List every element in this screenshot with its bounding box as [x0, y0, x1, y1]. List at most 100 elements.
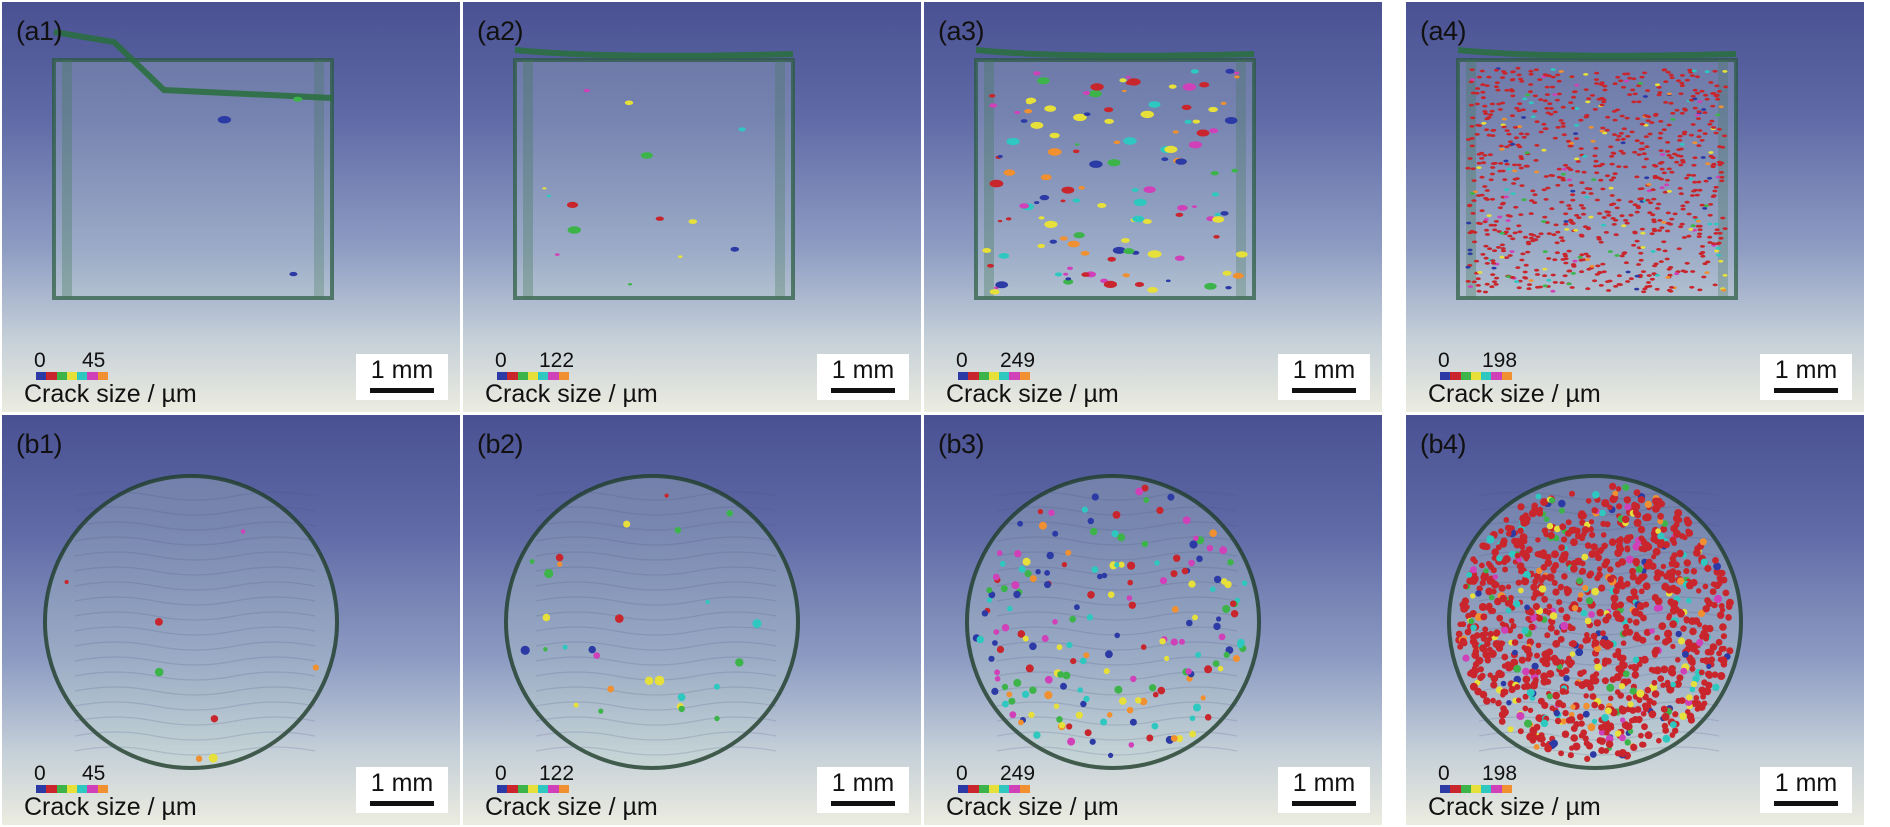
crack [1509, 550, 1516, 558]
colorbar-strip [36, 785, 108, 793]
crack [664, 493, 669, 498]
crack [1558, 70, 1564, 73]
crack [1501, 125, 1507, 129]
crack [1654, 273, 1660, 277]
crack [1717, 145, 1723, 149]
crack [1644, 686, 1652, 694]
crack [1692, 88, 1698, 92]
crack [1682, 108, 1689, 112]
crack [1633, 489, 1641, 496]
colorbar-min: 0 [956, 762, 968, 785]
crack [1581, 526, 1590, 534]
crack [1188, 580, 1196, 588]
crack [1519, 157, 1525, 161]
crack [1569, 640, 1577, 648]
crack [1494, 597, 1502, 606]
crack [1623, 261, 1629, 265]
crack [1505, 214, 1511, 217]
crack [1091, 493, 1099, 501]
crack [1234, 71, 1240, 75]
crack [1560, 621, 1569, 631]
crack [1523, 556, 1529, 562]
crack [1530, 189, 1536, 193]
crack [1496, 230, 1502, 233]
crack [1597, 212, 1603, 215]
crack [1468, 103, 1475, 107]
crack [1057, 671, 1064, 678]
crack [1522, 667, 1530, 676]
crack [1574, 107, 1580, 110]
crack [1501, 117, 1507, 121]
specimen-cross-section [43, 474, 339, 770]
crack [1714, 594, 1722, 603]
crack [1469, 670, 1478, 679]
crack [1552, 136, 1558, 140]
crack [1141, 484, 1149, 492]
crack [1636, 100, 1642, 104]
crack [1030, 121, 1044, 129]
crack [1555, 230, 1561, 234]
crack [1679, 143, 1685, 146]
crack [1592, 154, 1598, 158]
crack [1521, 135, 1527, 139]
crack [1703, 179, 1709, 183]
crack [1486, 75, 1492, 79]
crack [1494, 276, 1500, 280]
surface-texture [74, 626, 316, 636]
crack [1676, 608, 1684, 615]
crack [1108, 752, 1114, 758]
crack [1713, 562, 1721, 571]
surface-texture [74, 671, 316, 681]
crack [1538, 585, 1547, 593]
surface-texture [74, 716, 316, 726]
crack [1490, 675, 1499, 683]
crack [1678, 225, 1684, 229]
crack [1600, 630, 1606, 637]
crack [1619, 734, 1626, 742]
crack [1701, 108, 1707, 111]
crack [1038, 216, 1045, 220]
colorbar-swatch [1491, 785, 1502, 793]
crack [1574, 124, 1580, 127]
crack [1472, 648, 1480, 655]
crack [1560, 105, 1566, 109]
crack [1657, 518, 1664, 525]
crack [1601, 100, 1607, 104]
crack [1182, 83, 1197, 91]
crack [1646, 183, 1652, 186]
crack [1691, 189, 1697, 193]
crack [1578, 204, 1584, 207]
crack [1590, 139, 1596, 143]
crack [1581, 553, 1589, 561]
crack [1678, 192, 1684, 196]
crack [1528, 233, 1534, 236]
crack [1491, 548, 1499, 556]
crack [1466, 571, 1473, 578]
crack [1493, 283, 1499, 286]
crack [1107, 591, 1115, 598]
crack [1534, 120, 1540, 124]
crack [1698, 669, 1705, 676]
colorbar-title: Crack size / µm [1428, 380, 1601, 408]
crack [1516, 286, 1522, 290]
crack [1469, 68, 1475, 72]
crack [1572, 90, 1578, 93]
scale-bar-line [370, 801, 434, 806]
crack [1500, 70, 1507, 73]
crack [1067, 266, 1073, 270]
crack [1664, 183, 1670, 187]
crack [1660, 665, 1669, 674]
crack [1037, 77, 1050, 85]
crack [1524, 719, 1532, 728]
crack [1504, 524, 1512, 531]
crack [1641, 165, 1647, 169]
crack [1497, 169, 1503, 173]
crack [1566, 249, 1572, 253]
crack [989, 289, 1000, 295]
crack [1041, 635, 1049, 642]
crack [1519, 258, 1525, 262]
crack [1654, 597, 1663, 606]
crack [544, 568, 554, 579]
crack [1664, 178, 1671, 182]
crack [1571, 605, 1579, 612]
